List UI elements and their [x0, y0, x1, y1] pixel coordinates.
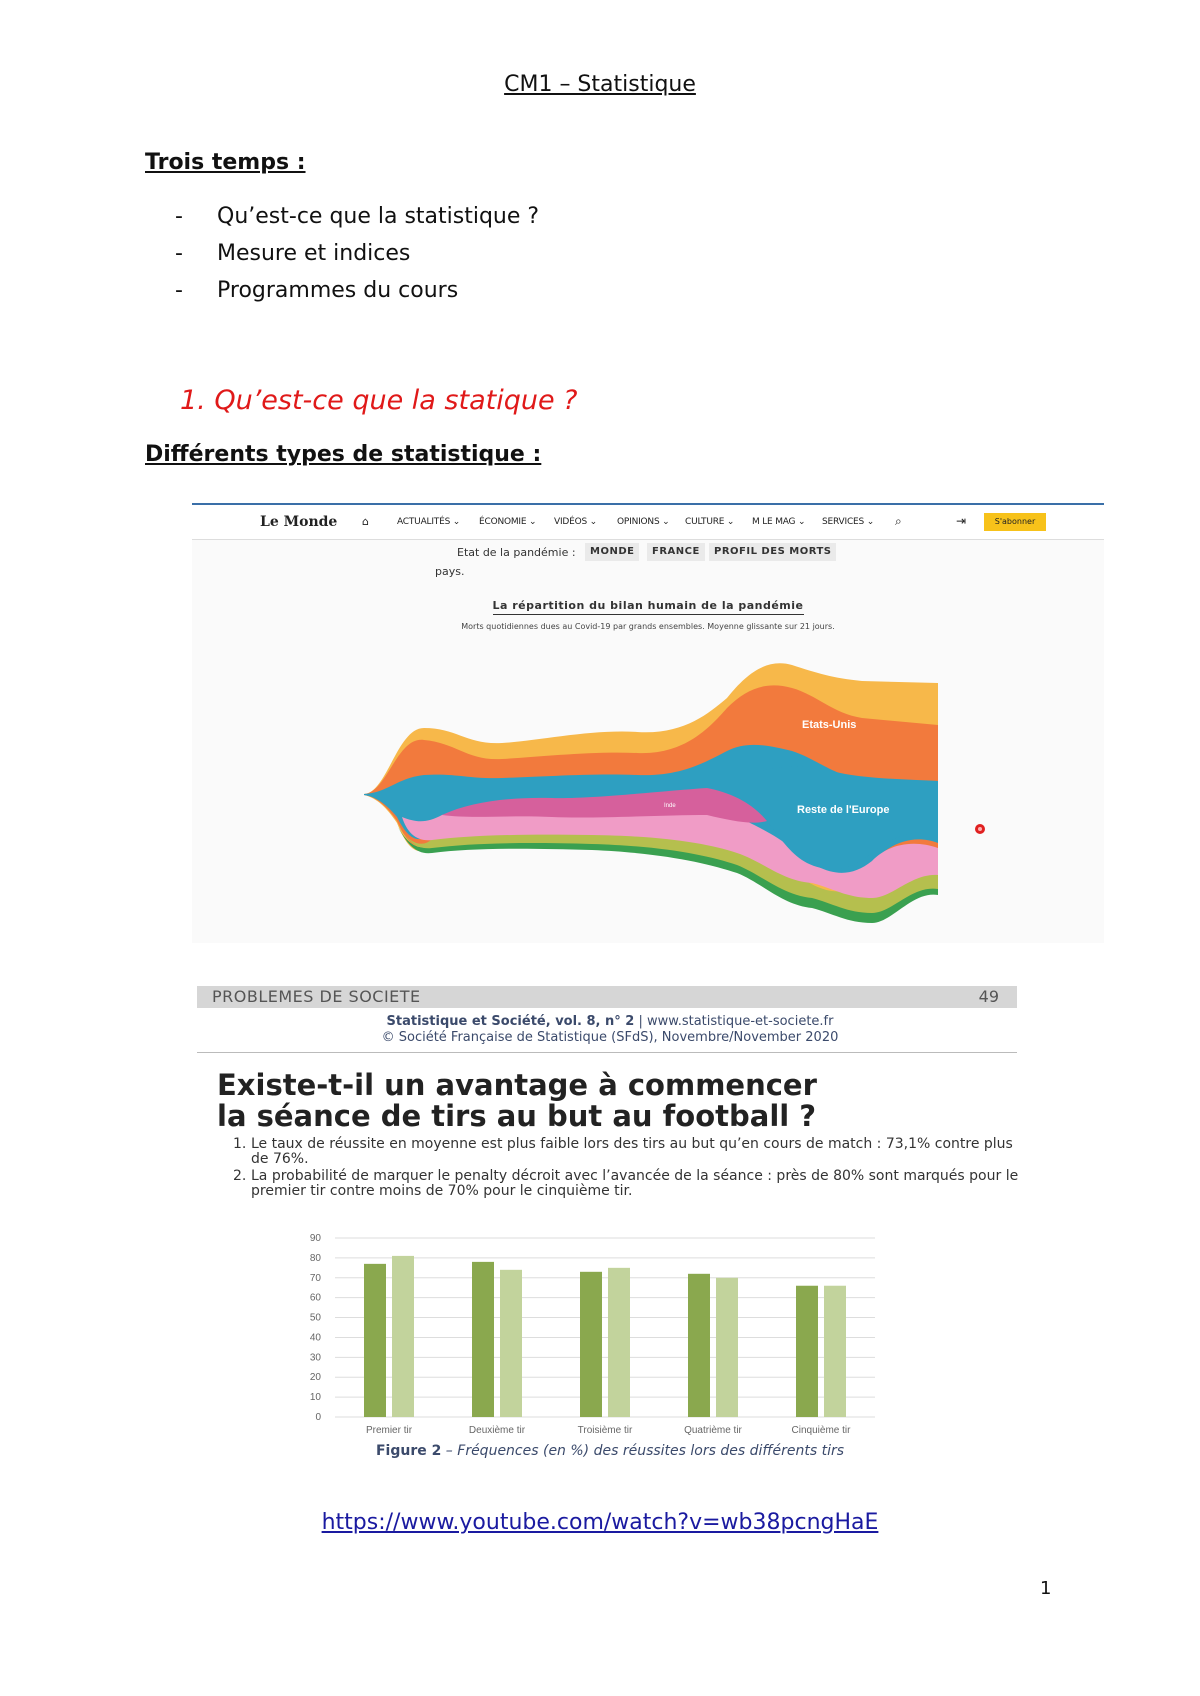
- stream-chart-title: La répartition du bilan humain de la pan…: [192, 599, 1104, 615]
- y-tick-label: 20: [310, 1372, 322, 1383]
- bar: [608, 1267, 630, 1417]
- journal-copyright: © Société Française de Statistique (SFdS…: [381, 1030, 839, 1045]
- article-screenshot: PROBLEMES DE SOCIETE 49 Statistique et S…: [145, 980, 1075, 1500]
- outline-list: - Qu’est-ce que la statistique ? - Mesure …: [175, 198, 539, 309]
- bar: [500, 1269, 522, 1417]
- y-tick-label: 90: [310, 1233, 322, 1244]
- page-number: 1: [1040, 1578, 1052, 1599]
- journal-source: Statistique et Société, vol. 8, n° 2 | w…: [145, 1014, 1075, 1029]
- outline-item-text: Qu’est-ce que la statistique ?: [217, 204, 540, 229]
- streamgraph: Etats-Unis Reste de l'Europe Inde: [364, 663, 985, 923]
- subscribe-button[interactable]: S'abonner: [984, 513, 1046, 531]
- article-points: 1. Le taux de réussite en moyenne est plu…: [233, 1137, 1023, 1201]
- y-tick-label: 70: [310, 1273, 322, 1284]
- cursor-dot-inner: [978, 827, 982, 831]
- y-tick-label: 30: [310, 1352, 322, 1363]
- nav-item-videos[interactable]: VIDÉOS ⌄: [554, 517, 598, 527]
- stream-chart-subtitle: Morts quotidiennes dues au Covid-19 par …: [461, 622, 835, 631]
- x-tick-label: Deuxième tir: [469, 1425, 526, 1436]
- y-tick-label: 60: [310, 1293, 322, 1304]
- stream-label-reste-europe: Reste de l'Europe: [797, 804, 889, 816]
- nav-item-economie[interactable]: ÉCONOMIE ⌄: [479, 517, 537, 527]
- lemonde-logo[interactable]: Le Monde: [260, 514, 338, 530]
- y-tick-label: 80: [310, 1253, 322, 1264]
- bar: [392, 1255, 414, 1417]
- outline-item: - Mesure et indices: [175, 241, 411, 266]
- lemonde-screenshot: Le Monde ⌂ ACTUALITÉS ⌄ ÉCONOMIE ⌄ VIDÉO…: [192, 503, 1104, 943]
- journal-source-url: | www.statistique-et-societe.fr: [634, 1014, 834, 1029]
- journal-band: PROBLEMES DE SOCIETE 49: [197, 986, 1017, 1008]
- truncated-text: pays.: [435, 565, 465, 578]
- section-heading-types: Différents types de statistique :: [145, 442, 542, 467]
- search-icon[interactable]: ⌕: [895, 514, 902, 528]
- bar: [472, 1261, 494, 1417]
- nav-item-m-le-mag[interactable]: M LE MAG ⌄: [752, 517, 806, 527]
- section-heading-trois-temps: Trois temps :: [145, 150, 306, 175]
- figure-caption-text: – Fréquences (en %) des réussites lors d…: [441, 1443, 845, 1459]
- heading-1: 1. Qu’est-ce que la statique ?: [180, 385, 578, 416]
- stream-chart-title-text: La répartition du bilan humain de la pan…: [492, 599, 804, 615]
- stream-layer-magenta: [442, 788, 767, 823]
- outline-item: - Qu’est-ce que la statistique ?: [175, 204, 540, 229]
- x-tick-label: Quatrième tir: [684, 1425, 742, 1436]
- outline-item: - Programmes du cours: [175, 278, 459, 303]
- y-tick-label: 10: [310, 1392, 322, 1403]
- bar: [824, 1285, 846, 1417]
- bar: [688, 1273, 710, 1417]
- stream-layer-blue-core: [752, 766, 938, 870]
- article-heading-line: Existe-t-il un avantage à commencer: [217, 1068, 817, 1102]
- y-tick-label: 0: [315, 1412, 321, 1423]
- article-point: 1. Le taux de réussite en moyenne est plu…: [233, 1137, 1023, 1167]
- point-text: Le taux de réussite en moyenne est plus …: [251, 1136, 1013, 1167]
- lemonde-top-rule: [192, 503, 1104, 505]
- journal-page-number: 49: [978, 987, 999, 1006]
- chip-profil-des-morts[interactable]: PROFIL DES MORTS: [709, 543, 837, 561]
- nav-item-culture[interactable]: CULTURE ⌄: [685, 517, 735, 527]
- journal-source-title: Statistique et Société, vol. 8, n° 2: [386, 1014, 635, 1029]
- figure-caption: Figure 2 – Fréquences (en %) des réussit…: [145, 1443, 1075, 1459]
- x-tick-label: Premier tir: [366, 1425, 413, 1436]
- youtube-link[interactable]: https://www.youtube.com/watch?v=wb38pcng…: [321, 1510, 879, 1535]
- point-number: 2.: [233, 1168, 247, 1184]
- home-icon[interactable]: ⌂: [362, 515, 369, 528]
- stream-label-etats-unis: Etats-Unis: [802, 719, 856, 731]
- article-heading-line: la séance de tirs au but au football ?: [217, 1099, 817, 1133]
- y-tick-label: 50: [310, 1313, 322, 1324]
- y-tick-label: 40: [310, 1332, 322, 1343]
- nav-item-services[interactable]: SERVICES ⌄: [822, 517, 875, 527]
- pandemic-subnav: Etat de la pandémie : MONDE FRANCE PROFI…: [192, 540, 1104, 566]
- point-number: 1.: [233, 1136, 247, 1152]
- stream-layer-green: [397, 825, 938, 923]
- nav-item-opinions[interactable]: OPINIONS ⌄: [617, 517, 670, 527]
- chip-monde[interactable]: MONDE: [585, 543, 640, 561]
- journal-section: PROBLEMES DE SOCIETE: [212, 987, 421, 1006]
- article-point: 2. La probabilité de marquer le penalty d…: [233, 1169, 1023, 1199]
- login-icon[interactable]: ⇥: [956, 514, 967, 528]
- outline-item-text: Mesure et indices: [217, 241, 411, 266]
- bar: [716, 1277, 738, 1417]
- document-title: CM1 – Statistique: [504, 72, 696, 97]
- lemonde-nav-bar: Le Monde ⌂ ACTUALITÉS ⌄ ÉCONOMIE ⌄ VIDÉO…: [192, 505, 1104, 540]
- x-tick-label: Troisième tir: [578, 1425, 633, 1436]
- pandemic-label: Etat de la pandémie :: [457, 546, 576, 559]
- bar: [796, 1285, 818, 1417]
- article-heading: Existe-t-il un avantage à commencer la s…: [217, 1070, 817, 1132]
- bar: [580, 1271, 602, 1417]
- stream-layer-pink: [402, 802, 938, 898]
- figure-label: Figure 2: [375, 1443, 442, 1459]
- bar: [364, 1263, 386, 1417]
- stream-label-inde: Inde: [664, 803, 676, 809]
- divider: [197, 1052, 1017, 1053]
- stream-layer-olive: [397, 823, 938, 913]
- point-text: La probabilité de marquer le penalty déc…: [251, 1168, 1019, 1199]
- chip-france[interactable]: FRANCE: [647, 543, 705, 561]
- bar-chart: 0 10 20 30 40 50 60 70 80 90 Premier tir Deuxième t…: [310, 1233, 875, 1436]
- nav-item-actualites[interactable]: ACTUALITÉS ⌄: [397, 517, 461, 527]
- outline-item-text: Programmes du cours: [217, 278, 459, 303]
- x-tick-label: Cinquième tir: [792, 1425, 852, 1436]
